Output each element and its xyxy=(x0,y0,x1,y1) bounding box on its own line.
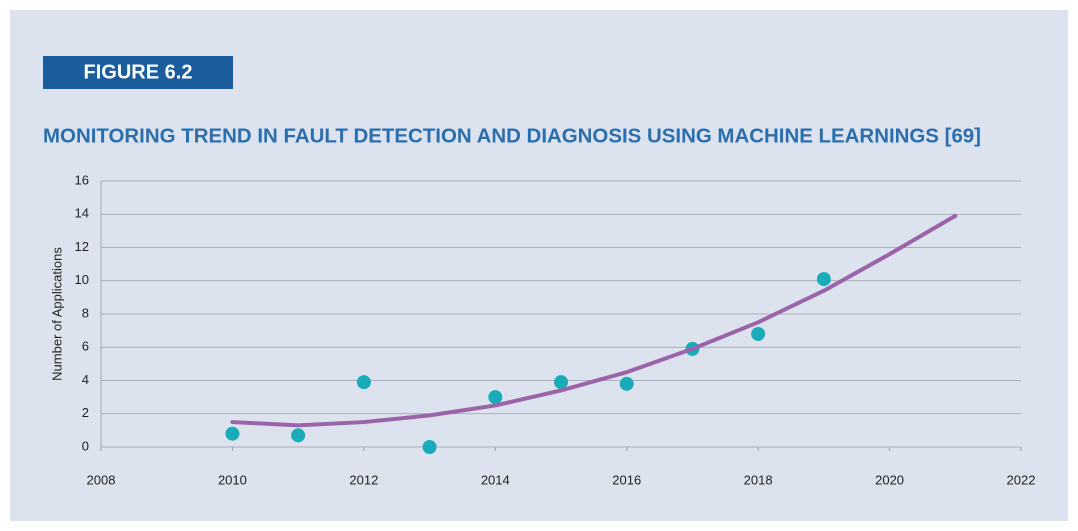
data-point xyxy=(488,390,503,405)
data-point xyxy=(751,326,766,341)
x-tick-label: 2012 xyxy=(349,472,378,487)
chart-title: MONITORING TREND IN FAULT DETECTION AND … xyxy=(43,125,981,147)
data-point xyxy=(356,375,371,390)
y-tick-label: 2 xyxy=(82,405,89,420)
x-tick-label: 2022 xyxy=(1007,472,1036,487)
y-tick-label: 0 xyxy=(82,438,89,453)
x-tick-label: 2014 xyxy=(481,472,510,487)
y-tick-label: 16 xyxy=(75,172,89,187)
panel xyxy=(10,10,1068,521)
data-point xyxy=(422,440,437,454)
y-tick-label: 6 xyxy=(82,339,89,354)
y-tick-label: 14 xyxy=(75,206,89,221)
x-tick-label: 2016 xyxy=(612,472,641,487)
y-tick-label: 12 xyxy=(75,239,89,254)
x-tick-label: 2018 xyxy=(744,472,773,487)
y-tick-label: 4 xyxy=(82,372,89,387)
figure-label: FIGURE 6.2 xyxy=(84,61,193,83)
y-tick-label: 8 xyxy=(82,305,89,320)
y-axis-label: Number of Applications xyxy=(49,247,64,381)
figure-label-box xyxy=(43,56,233,89)
data-point xyxy=(619,376,634,391)
data-point xyxy=(554,375,568,390)
y-tick-label: 10 xyxy=(75,272,89,287)
x-tick-label: 2020 xyxy=(875,472,904,487)
data-point xyxy=(816,272,831,287)
data-point xyxy=(225,426,240,441)
data-point xyxy=(291,428,306,443)
x-tick-label: 2008 xyxy=(87,472,116,487)
trend-line xyxy=(230,213,958,428)
x-tick-label: 2010 xyxy=(218,472,247,487)
